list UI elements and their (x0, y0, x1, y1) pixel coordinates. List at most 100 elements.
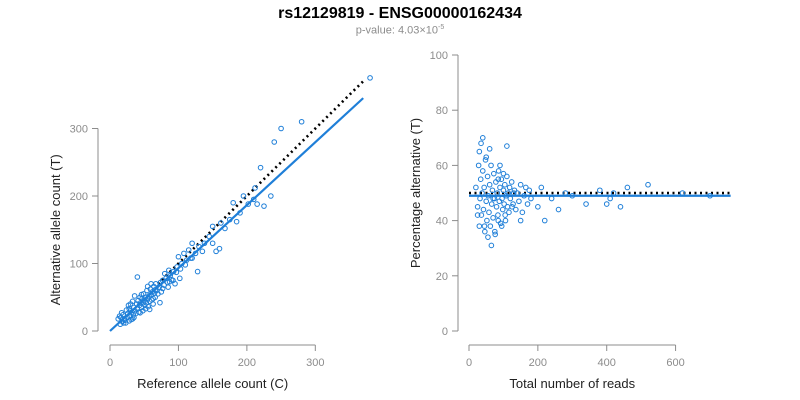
data-point (509, 204, 515, 210)
data-point (494, 190, 501, 196)
data-point (475, 162, 482, 169)
data-point (490, 195, 496, 202)
data-point (482, 157, 489, 163)
y-tick-label: 0 (82, 326, 88, 338)
data-point (254, 201, 260, 207)
data-point (505, 190, 512, 196)
data-point (166, 278, 173, 285)
data-point (125, 302, 132, 309)
data-point (175, 253, 182, 260)
data-point (206, 233, 213, 240)
data-point (513, 206, 519, 213)
data-point (486, 146, 493, 152)
data-point (507, 195, 514, 202)
data-point (495, 168, 502, 174)
data-point (131, 304, 137, 311)
data-point (495, 176, 502, 182)
data-point (541, 217, 548, 224)
x-tick-label: 0 (466, 357, 472, 369)
data-point (157, 299, 163, 306)
data-point (476, 223, 483, 229)
data-point (479, 135, 486, 141)
data-point (480, 206, 487, 213)
data-point (170, 277, 176, 284)
data-point (148, 280, 154, 287)
data-point (510, 201, 516, 207)
data-point (481, 184, 487, 191)
data-point (484, 217, 490, 224)
chart-title: rs12129819 - ENSG00000162434 (278, 5, 522, 22)
data-point (504, 173, 510, 180)
data-point (183, 257, 190, 263)
data-point (237, 210, 243, 216)
data-point (209, 223, 216, 230)
data-point (504, 143, 510, 149)
data-point (583, 201, 589, 207)
data-point (233, 218, 240, 225)
data-point (185, 247, 192, 253)
data-point (129, 298, 136, 305)
data-point (479, 190, 485, 196)
data-point (240, 193, 247, 199)
y-tick-label: 300 (70, 124, 88, 136)
data-point (177, 275, 183, 282)
p-value-exponent: -5 (438, 24, 445, 31)
data-point (496, 198, 503, 205)
data-point (506, 184, 513, 191)
data-point (271, 139, 278, 145)
data-point (500, 187, 507, 194)
data-point (645, 181, 651, 188)
data-point (170, 268, 177, 275)
data-point (495, 212, 501, 218)
data-point (134, 274, 141, 280)
data-point (492, 231, 498, 238)
data-point (499, 195, 505, 202)
data-point (181, 250, 187, 257)
y-tick-label: 80 (436, 105, 448, 117)
data-point (707, 192, 713, 199)
data-point (493, 204, 500, 210)
data-point (257, 164, 264, 171)
y-tick-label: 0 (442, 326, 448, 338)
data-point (252, 185, 258, 191)
data-point (500, 170, 507, 177)
data-point (482, 228, 488, 235)
data-point (478, 212, 485, 218)
data-point (562, 190, 569, 196)
data-point (497, 162, 503, 169)
data-point (177, 266, 184, 272)
data-point (161, 270, 168, 277)
data-point (501, 201, 507, 207)
data-point (222, 225, 228, 232)
data-point (150, 301, 156, 307)
data-point (150, 295, 156, 302)
data-point (140, 299, 147, 306)
data-point (476, 148, 483, 155)
data-point (488, 201, 495, 207)
data-point (478, 140, 484, 147)
data-point (158, 289, 165, 295)
data-point (484, 173, 491, 180)
x-tick-label: 400 (598, 357, 616, 369)
data-point (485, 192, 492, 199)
data-point (268, 193, 274, 199)
data-point (617, 204, 624, 210)
data-point (498, 176, 505, 182)
data-point (144, 283, 151, 290)
data-point (474, 212, 481, 218)
x-tick-label: 0 (107, 357, 113, 369)
y-tick-label: 200 (70, 191, 88, 203)
data-point (250, 196, 257, 203)
data-point (213, 248, 219, 255)
data-point (245, 201, 252, 207)
data-point (610, 190, 617, 196)
data-point (603, 201, 610, 207)
data-point (492, 228, 498, 235)
data-point (152, 287, 158, 293)
data-point (123, 307, 130, 313)
data-point (523, 184, 529, 191)
data-point (138, 291, 145, 298)
data-point (165, 284, 171, 290)
data-point (166, 267, 172, 274)
